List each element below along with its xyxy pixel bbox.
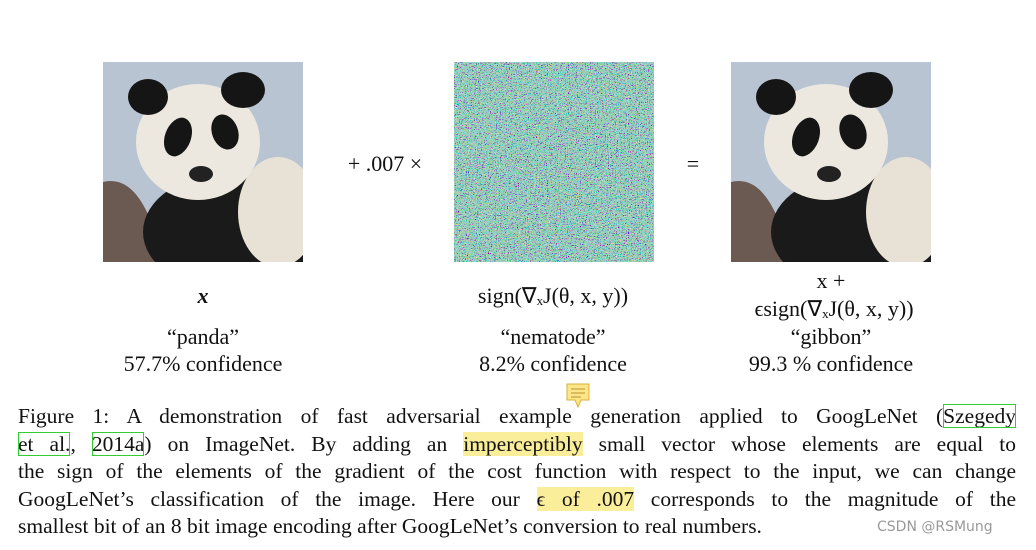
caption-text: small vector whose elements are equal to (582, 431, 1016, 456)
caption: Figure 1: A demonstration of fast advers… (18, 403, 1016, 541)
caption-text: , (70, 431, 92, 456)
caption-line: et al., 2014a) on ImageNet. By adding an… (18, 431, 1016, 459)
caption-text: Figure 1: A demonstration of fast advers… (18, 404, 944, 428)
highlight-text: ϵ of .007 (536, 486, 635, 511)
caption-text: smallest bit of an 8 bit image encoding … (18, 514, 762, 538)
noise-image (454, 62, 654, 262)
caption-text: ) on ImageNet. By adding an (144, 431, 464, 456)
caption-line: Figure 1: A demonstration of fast advers… (18, 403, 1016, 431)
link-text[interactable]: 2014a (91, 431, 145, 456)
class-label: “panda” (166, 324, 240, 349)
gibbon-image (731, 62, 931, 262)
math-label: sign(∇ₓJ(θ, x, y)) (477, 283, 629, 308)
watermark: CSDN @RSMung (877, 519, 993, 535)
comment-icon[interactable] (566, 383, 590, 409)
caption-line: the sign of the elements of the gradient… (18, 458, 1016, 486)
confidence: 8.2% confidence (479, 351, 627, 376)
confidence: 57.7% confidence (123, 351, 283, 376)
operator: + .007 × (347, 151, 423, 176)
panda-image (103, 62, 303, 262)
confidence: 99.3 % confidence (748, 351, 914, 376)
caption-line: smallest bit of an 8 bit image encoding … (18, 513, 1016, 541)
math-label: x + (816, 268, 846, 293)
math-label: ϵsign(∇ₓJ(θ, x, y)) (754, 296, 914, 321)
caption-text: GoogLeNet’s classification of the image.… (18, 486, 537, 511)
link-text[interactable]: Szegedy (943, 404, 1016, 428)
caption-text: the sign of the elements of the gradient… (18, 459, 1016, 483)
math-label: x (197, 283, 209, 308)
class-label: “gibbon” (790, 324, 872, 349)
link-text[interactable]: et al. (18, 431, 71, 456)
operator: = (686, 151, 700, 176)
highlight-text: imperceptibly (463, 431, 583, 456)
caption-line: GoogLeNet’s classification of the image.… (18, 486, 1016, 514)
caption-text: corresponds to the magnitude of the (634, 486, 1016, 511)
class-label: “nematode” (500, 324, 606, 349)
